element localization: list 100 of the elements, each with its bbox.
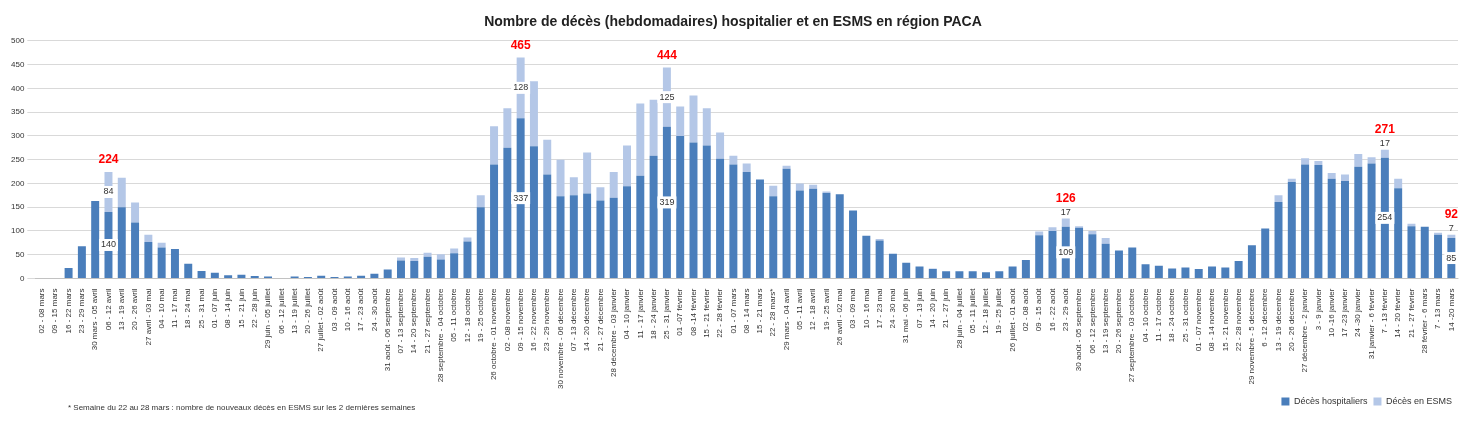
y-tick-label: 400 [10, 83, 25, 93]
x-tick-label: 23 - 29 mars [77, 288, 87, 334]
x-tick-label: 02 - 08 mars [37, 288, 47, 334]
data-label: 319 [659, 196, 675, 207]
x-tick-label: 03 - 09 août [329, 287, 339, 332]
x-tick-label: 17 - 23 mai [874, 288, 884, 329]
x-tick-label: 14 - 20 juin [928, 288, 938, 329]
x-tick-label: 24 - 30 août [369, 287, 379, 332]
x-tick-label: 22 - 28 novembre [1233, 287, 1243, 352]
x-tick-label: 13 - 19 décembre [1273, 287, 1283, 352]
x-tick-label: 16 - 22 novembre [529, 287, 539, 352]
y-tick-label: 500 [10, 36, 25, 45]
total-label: 271 [1374, 121, 1396, 136]
x-tick-label: 31 mai - 06 juin [901, 288, 911, 344]
x-tick-label: 25 - 31 octobre [1180, 287, 1190, 343]
x-tick-label: 11 - 17 janvier [635, 288, 645, 339]
x-tick-label: 13 - 19 juillet [289, 287, 299, 334]
x-tick-label: 18 - 24 octobre [1167, 287, 1177, 343]
x-tick-label: 08 - 14 juin [223, 288, 233, 329]
y-tick-label: 200 [10, 178, 25, 188]
x-tick-label: 29 juin - 05 juillet [263, 287, 273, 349]
x-tick-label: 11 - 17 octobre [1154, 287, 1164, 342]
x-tick-label: 28 février - 6 mars [1419, 288, 1429, 354]
x-tick-label: 17 -23 janvier [1340, 288, 1350, 337]
data-label: 128 [513, 82, 529, 93]
x-tick-label: 08 - 14 novembre [1207, 287, 1217, 352]
x-tick-label: 16 - 22 mars [63, 288, 73, 334]
x-tick-label: 18 - 24 janvier [648, 288, 658, 340]
x-tick-label: 14 -20 mars [1446, 288, 1456, 332]
x-tick-label: 09 - 15 mars [50, 288, 60, 334]
data-label: 109 [1058, 246, 1074, 257]
x-tick-label: 22 - 28 février [715, 288, 725, 338]
total-label: 92 [1444, 207, 1459, 222]
x-tick-label: 06 - 12 avril [103, 288, 113, 331]
x-tick-label: 01 - 07 juin [210, 288, 220, 329]
y-tick-label: 0 [19, 273, 25, 283]
y-tick-label: 250 [10, 154, 25, 164]
x-tick-label: 24 - 30 mai [888, 288, 898, 329]
x-tick-label: 29 novembre - 5 décembre [1247, 287, 1257, 385]
total-label: 224 [98, 152, 119, 167]
total-label: 444 [656, 47, 678, 62]
x-tick-label: 12 - 18 avril [808, 288, 818, 331]
x-tick-label: 01 - 07 mars [728, 288, 738, 334]
y-tick-label: 300 [10, 131, 25, 141]
x-tick-label: 30 août - 05 septembre [1074, 287, 1084, 372]
x-tick-label: 26 octobre - 01 novembre [489, 287, 499, 381]
x-tick-label: 14 - 20 septembre [409, 287, 419, 354]
x-tick-label: 15 - 21 mars [755, 288, 765, 334]
x-tick-label: 22 - 28 juin [249, 288, 259, 329]
x-tick-label: 27 septembre - 03 octobre [1127, 287, 1137, 383]
x-tick-label: 07 - 13 juin [914, 288, 924, 329]
x-tick-label: 09 - 15 août [1034, 287, 1044, 332]
data-label: 254 [1377, 212, 1393, 223]
x-tick-label: 20 - 26 décembre [1287, 287, 1297, 352]
data-label: 140 [100, 239, 116, 250]
x-tick-label: 30 mars - 05 avril [90, 288, 100, 351]
x-tick-label: 22 - 28 mars* [768, 288, 778, 337]
x-tick-label: 11 - 17 mai [170, 288, 180, 328]
x-tick-label: 30 novembre - 06 décembre [555, 287, 565, 389]
data-label: 85 [1446, 252, 1457, 263]
x-tick-label: 26 juillet - 01 août [1007, 287, 1017, 352]
x-tick-label: 28 juin - 04 juillet [954, 287, 964, 349]
x-tick-label: 27 décembre - 2 janvier [1300, 288, 1310, 373]
x-tick-label: 25 - 31 janvier [662, 288, 672, 340]
x-tick-label: 16 - 22 août [1047, 287, 1057, 332]
x-tick-label: 01 - 07 novembre [1193, 287, 1203, 352]
x-tick-label: 17 - 23 août [356, 287, 366, 332]
x-tick-label: 21 - 27 décembre [595, 287, 605, 352]
data-label: 125 [659, 91, 675, 102]
x-tick-label: 15 - 21 juin [236, 288, 246, 329]
x-tick-label: 19 - 25 juillet [994, 287, 1004, 334]
x-tick-label: 07 - 13 décembre [569, 287, 579, 352]
data-label: 17 [1379, 138, 1390, 149]
x-tick-label: 21 - 27 juin [941, 288, 951, 329]
x-tick-label: 08 -14 février [688, 288, 698, 336]
x-tick-label: 20 - 26 septembre [1114, 287, 1124, 354]
x-tick-label: 27 avril - 03 mai [143, 288, 153, 346]
x-tick-label: 08 - 14 mars [741, 288, 751, 334]
x-tick-label: 12 - 18 octobre [462, 287, 472, 343]
x-tick-label: 10 - 16 mai [861, 288, 871, 329]
x-tick-label: 04 - 10 octobre [1140, 287, 1150, 343]
x-tick-label: 03 - 09 mai [848, 288, 858, 329]
x-tick-label: 13 - 19 avril [116, 288, 126, 331]
x-tick-label: 31 août - 06 septembre [382, 287, 392, 372]
data-label: 84 [103, 186, 114, 197]
x-tick-label: 02 - 08 août [1021, 287, 1031, 332]
x-tick-label: 26 avril - 02 mai [834, 288, 844, 346]
total-label: 465 [510, 37, 531, 52]
chart-title: Nombre de décès (hebdomadaires) hospitalier et en ESMS en région PACA [484, 13, 982, 30]
legend-label: Décès en ESMS [1385, 395, 1452, 406]
x-tick-label: 27 juillet - 02 août [316, 287, 326, 352]
y-tick-label: 450 [10, 59, 25, 69]
total-label: 126 [1055, 190, 1077, 205]
data-label: 337 [513, 192, 529, 203]
x-tick-label: 6 - 12 décembre [1260, 287, 1270, 347]
x-tick-label: 10 -16 janvier [1326, 288, 1336, 337]
x-tick-label: 13 - 19 septembre [1100, 287, 1110, 354]
x-tick-label: 09 - 15 novembre [515, 287, 525, 352]
x-tick-label: 15 - 21 février [701, 288, 711, 338]
x-tick-label: 12 - 18 juillet [981, 287, 991, 334]
